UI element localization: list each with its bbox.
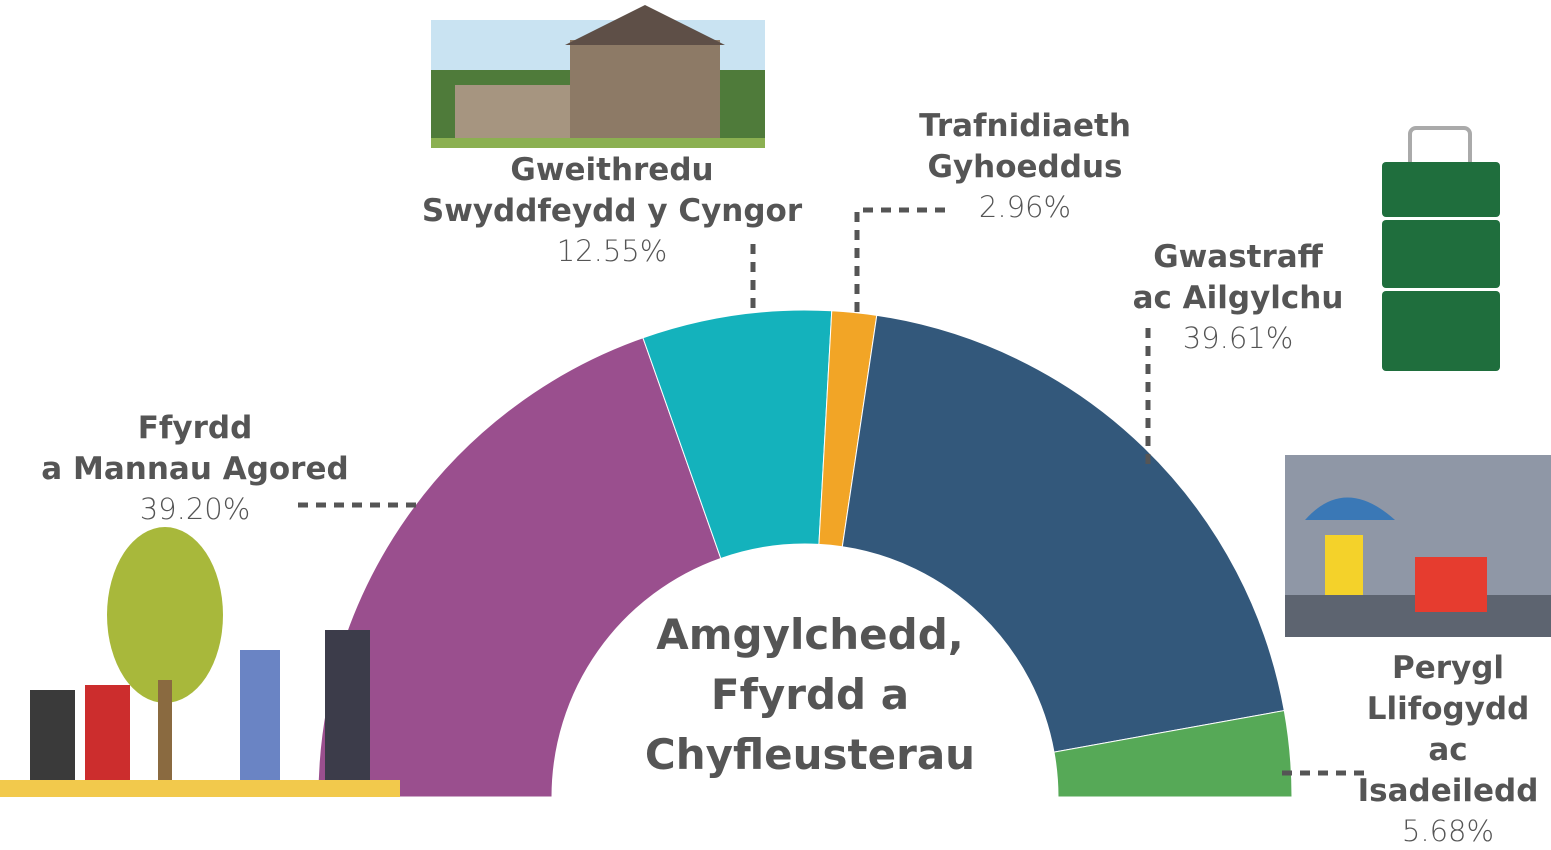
value-label: 39.20% [41, 490, 348, 528]
center-label: Amgylchedd, Ffyrdd a Chyfleusterau [645, 605, 975, 785]
category-label: Trafnidiaeth Gyhoeddus [919, 106, 1131, 188]
value-label: 39.61% [1133, 319, 1344, 357]
family-illustration [0, 527, 400, 797]
category-label: Gweithredu Swyddfeydd y Cyngor [422, 150, 802, 232]
category-label: Ffyrdd a Mannau Agored [41, 408, 348, 490]
building-illustration [431, 5, 765, 148]
value-label: 5.68% [1358, 812, 1539, 850]
bins-illustration [1382, 128, 1500, 371]
category-label: Perygl Llifogydd ac Isadeiledd [1358, 648, 1539, 812]
value-label: 2.96% [919, 188, 1131, 226]
leader-line [857, 210, 945, 318]
page: Amgylchedd, Ffyrdd a Chyfleusterau Ffyrd… [0, 0, 1551, 797]
category-label: Gwastraff ac Ailgylchu [1133, 237, 1344, 319]
flood-illustration [1285, 455, 1551, 637]
value-label: 12.55% [422, 232, 802, 270]
